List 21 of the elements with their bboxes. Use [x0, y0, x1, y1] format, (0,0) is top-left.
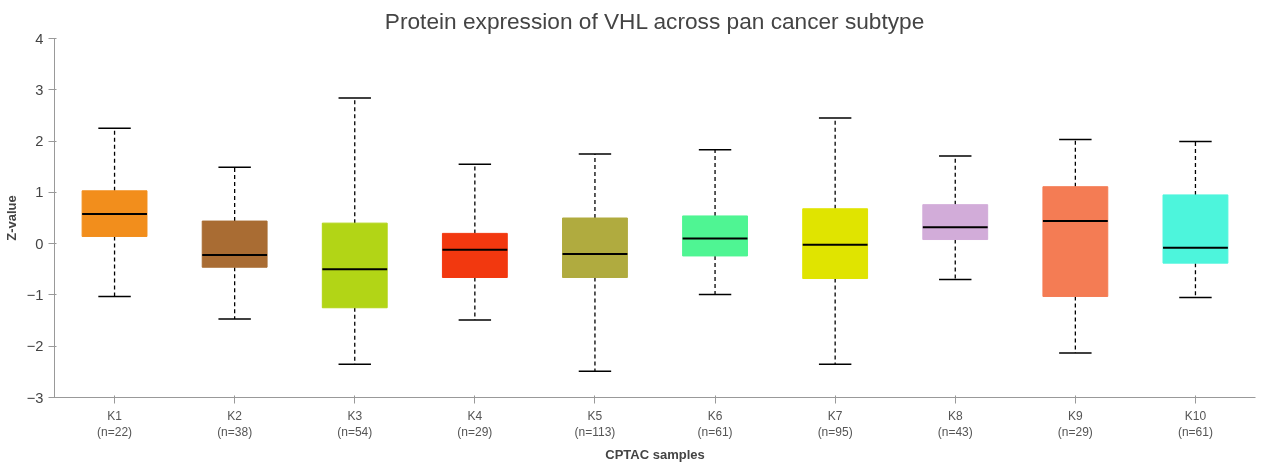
y-tick-label: 0: [35, 235, 44, 252]
x-tick-label: K10 (n=61): [1177, 408, 1213, 440]
x-tick-label: K1 (n=22): [97, 408, 133, 440]
x-tick-label: K8 (n=43): [937, 408, 973, 440]
y-tick-label: −3: [26, 389, 44, 406]
x-tick-label: K7 (n=95): [817, 408, 853, 440]
chart-title: Protein expression of VHL across pan cancer subtype: [384, 7, 925, 34]
x-tick-label: K3 (n=54): [337, 408, 373, 440]
x-tick-label: K4 (n=29): [457, 408, 493, 440]
y-tick-label: −1: [26, 286, 44, 303]
x-tick-label: K6 (n=61): [697, 408, 733, 440]
x-tick-label: K2 (n=38): [217, 408, 253, 440]
y-axis-title: Z-value: [3, 195, 19, 241]
x-tick-label: K5 (n=113): [574, 408, 616, 440]
y-tick-label: 1: [35, 184, 44, 201]
y-tick-label: −2: [26, 338, 44, 355]
y-tick-label: 2: [35, 133, 44, 150]
y-tick-label: 3: [35, 81, 44, 98]
y-tick-label: 4: [35, 30, 44, 47]
x-tick-label: K9 (n=29): [1057, 408, 1093, 440]
x-axis-title: CPTAC samples: [605, 447, 705, 463]
